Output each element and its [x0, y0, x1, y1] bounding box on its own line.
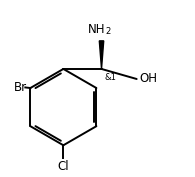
Polygon shape	[99, 41, 104, 69]
Text: Br: Br	[14, 81, 27, 93]
Text: &1: &1	[104, 73, 116, 82]
Text: NH: NH	[88, 23, 105, 36]
Text: Cl: Cl	[58, 160, 69, 173]
Text: 2: 2	[105, 27, 111, 36]
Text: OH: OH	[139, 73, 157, 85]
